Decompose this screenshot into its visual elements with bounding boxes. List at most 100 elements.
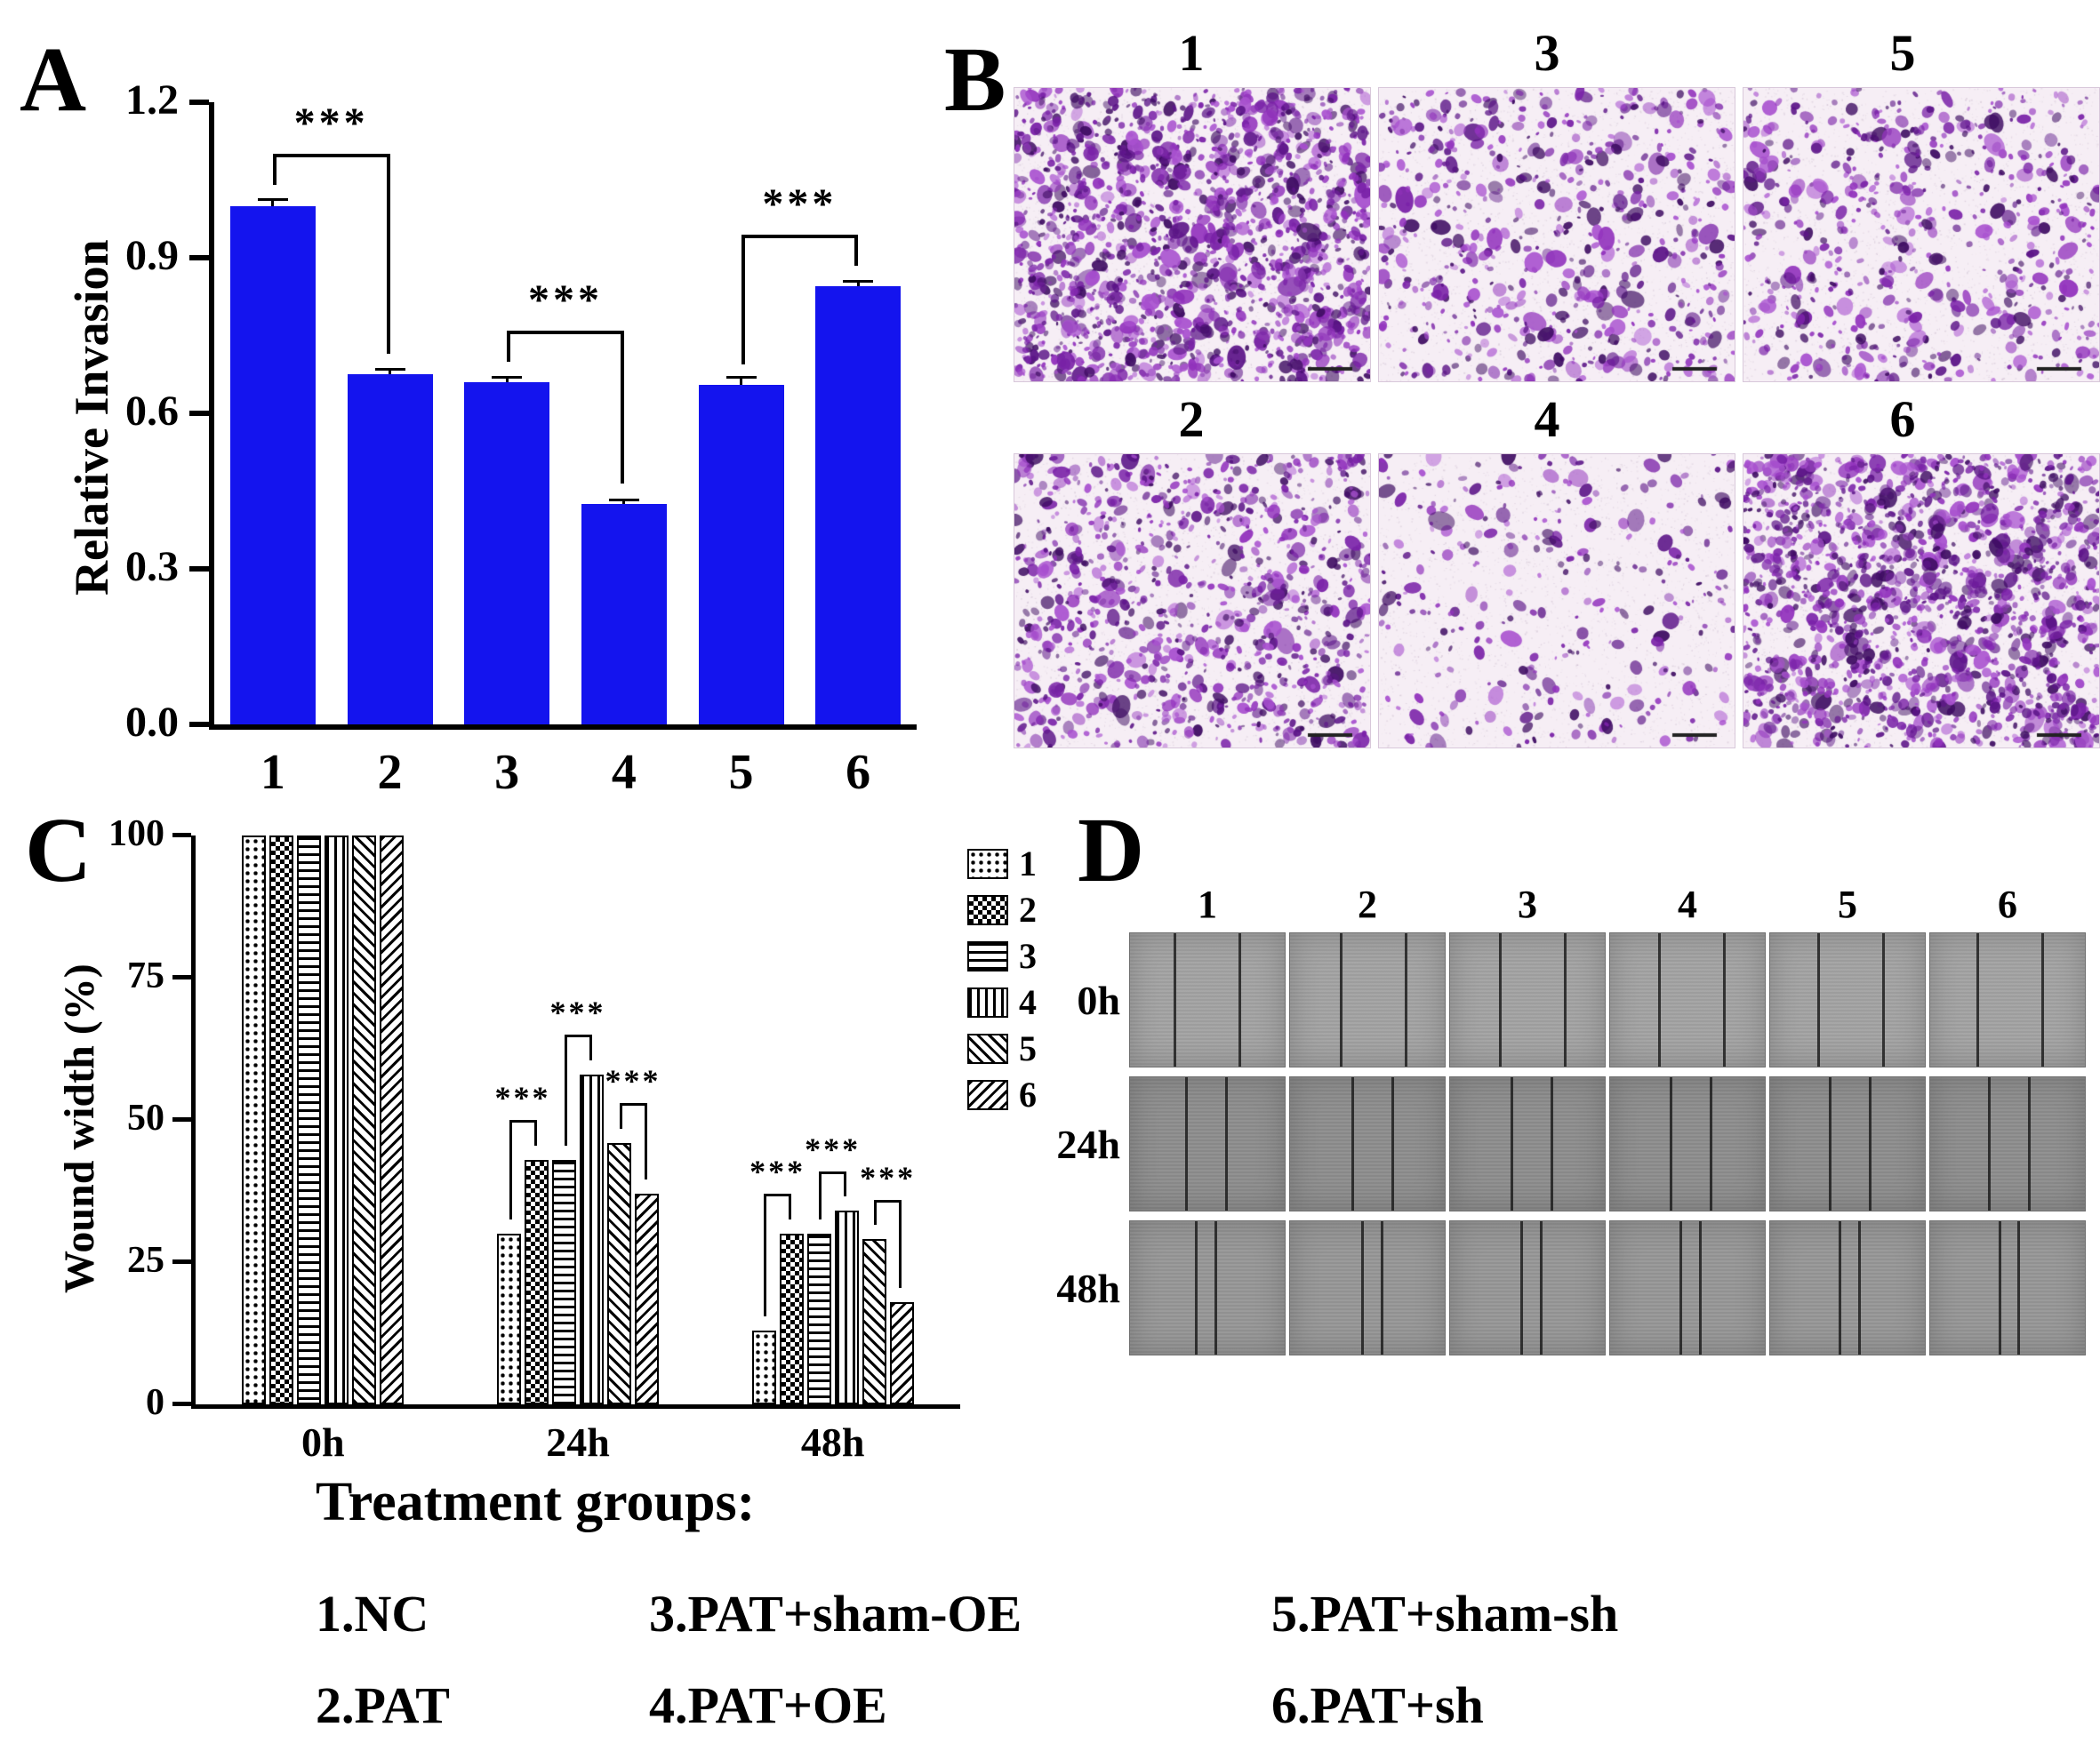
error-bar-cap <box>725 376 757 380</box>
panel-b-invasion-images: 1 3 5 2 4 6 <box>1014 25 2100 757</box>
wound-edge-line <box>1498 933 1502 1067</box>
x-tick-label-4: 4 <box>611 745 637 800</box>
x-tick-label-48h: 48h <box>800 1419 865 1465</box>
sig-label: *** <box>762 180 838 228</box>
wound-edge-line <box>1520 1221 1524 1355</box>
legend-swatch-3 <box>967 941 1008 971</box>
y-tick-label: 100 <box>108 813 164 854</box>
bar-1 <box>229 205 316 724</box>
bar-2 <box>347 374 433 724</box>
wound-edge-line <box>1404 933 1407 1067</box>
bar-group3-24h <box>552 1159 576 1404</box>
legend-label-3: 3 <box>1019 936 1037 976</box>
y-tick-label: 75 <box>127 955 164 996</box>
wound-column-1: 1 <box>1198 883 1217 926</box>
legend-label-4: 4 <box>1019 982 1037 1022</box>
y-tick-mark <box>189 566 209 572</box>
sig-bracket-tick <box>899 1199 902 1288</box>
treatment-group-6: 6.PAT+sh <box>1271 1676 1484 1734</box>
invasion-micrograph-2 <box>1014 452 1371 748</box>
wound-edge-line <box>1679 1221 1683 1355</box>
wound-micrograph-0h-4 <box>1609 932 1766 1067</box>
invasion-micrograph-3 <box>1378 86 1735 382</box>
y-tick-label: 0.0 <box>125 699 179 746</box>
wound-micrograph-0h-5 <box>1769 932 1926 1067</box>
wound-edge-line <box>1339 933 1343 1067</box>
legend-item-6: 6 <box>967 1077 1037 1113</box>
invasion-image-number-4: 4 <box>1534 389 1560 448</box>
sig-label: *** <box>860 1159 917 1195</box>
sig-label: *** <box>293 100 369 148</box>
treatment-group-3: 3.PAT+sham-OE <box>649 1585 1022 1643</box>
sig-label: *** <box>605 1062 661 1099</box>
error-bar <box>505 377 509 382</box>
sig-bracket-tick <box>789 1194 792 1219</box>
wound-edge-line <box>2041 933 2045 1067</box>
invasion-micrograph-4 <box>1378 452 1735 748</box>
error-bar <box>271 199 275 206</box>
wound-edge-line <box>1657 933 1661 1067</box>
y-tick-mark <box>189 100 209 105</box>
wound-edge-line <box>1699 1221 1703 1355</box>
sig-bracket-tick <box>819 1171 822 1219</box>
wound-edge-line <box>1184 1077 1188 1211</box>
wound-micrograph-48h-5 <box>1769 1220 1926 1355</box>
wound-micrograph-24h-3 <box>1449 1076 1606 1211</box>
wound-column-6: 6 <box>1998 883 2017 926</box>
wound-column-3: 3 <box>1518 883 1537 926</box>
error-bar-cap <box>257 198 288 202</box>
wound-micrograph-48h-1 <box>1129 1220 1286 1355</box>
treatment-group-4: 4.PAT+OE <box>649 1676 887 1734</box>
bar-group4-0h <box>325 836 349 1404</box>
bar-group4-48h <box>834 1211 859 1404</box>
sig-bracket <box>272 154 390 158</box>
sig-bracket-tick <box>589 1035 592 1060</box>
sig-label: *** <box>528 276 603 324</box>
wound-edge-line <box>1710 1077 1713 1211</box>
error-bar <box>389 369 391 375</box>
wound-edge-line <box>1817 933 1821 1067</box>
wound-edge-line <box>1829 1077 1832 1211</box>
wound-edge-line <box>1510 1077 1513 1211</box>
wound-micrograph-0h-6 <box>1929 932 2086 1067</box>
bar-group1-24h <box>497 1234 521 1404</box>
error-bar <box>622 500 626 505</box>
error-bar-cap <box>492 375 523 379</box>
wound-edge-line <box>1238 933 1241 1067</box>
sig-bracket-tick <box>509 1120 512 1219</box>
sig-label: *** <box>805 1131 862 1167</box>
panel-c-label: C <box>25 799 92 901</box>
panel-b-number-row: 1 3 5 <box>1014 25 2100 82</box>
wound-row-24h: 24h <box>1031 1076 2089 1211</box>
bar-5 <box>698 384 784 724</box>
wound-edge-line <box>1869 1077 1872 1211</box>
wound-edge-line <box>2028 1077 2032 1211</box>
y-tick-mark <box>172 1259 191 1264</box>
wound-micrograph-24h-1 <box>1129 1076 1286 1211</box>
wound-column-5: 5 <box>1838 883 1857 926</box>
legend-label-5: 5 <box>1019 1028 1037 1068</box>
error-bar-cap <box>608 498 639 501</box>
bar-group5-24h <box>607 1142 631 1404</box>
legend-swatch-2 <box>967 895 1008 925</box>
bar-group6-48h <box>889 1301 914 1404</box>
y-tick-mark <box>172 1402 191 1406</box>
wound-micrograph-0h-1 <box>1129 932 1286 1067</box>
panel-d-column-headers: 1 2 3 4 5 6 <box>1129 882 2089 927</box>
panel-b-number-row: 2 4 6 <box>1014 389 2100 448</box>
sig-bracket <box>564 1035 592 1037</box>
wound-micrograph-24h-2 <box>1289 1076 1446 1211</box>
invasion-micrograph-6 <box>1743 452 2100 748</box>
error-bar-cap <box>843 279 874 283</box>
x-tick-label-2: 2 <box>377 745 403 800</box>
wound-edge-line <box>1195 1221 1198 1355</box>
y-tick-mark <box>189 722 209 727</box>
bar-group2-0h <box>269 836 294 1404</box>
bar-group2-24h <box>525 1159 549 1404</box>
legend-swatch-4 <box>967 987 1008 1018</box>
sig-bracket-tick <box>507 330 511 362</box>
wound-micrograph-48h-2 <box>1289 1220 1446 1355</box>
bar-6 <box>815 286 902 724</box>
legend-item-4: 4 <box>967 985 1037 1020</box>
wound-edge-line <box>1539 1221 1543 1355</box>
